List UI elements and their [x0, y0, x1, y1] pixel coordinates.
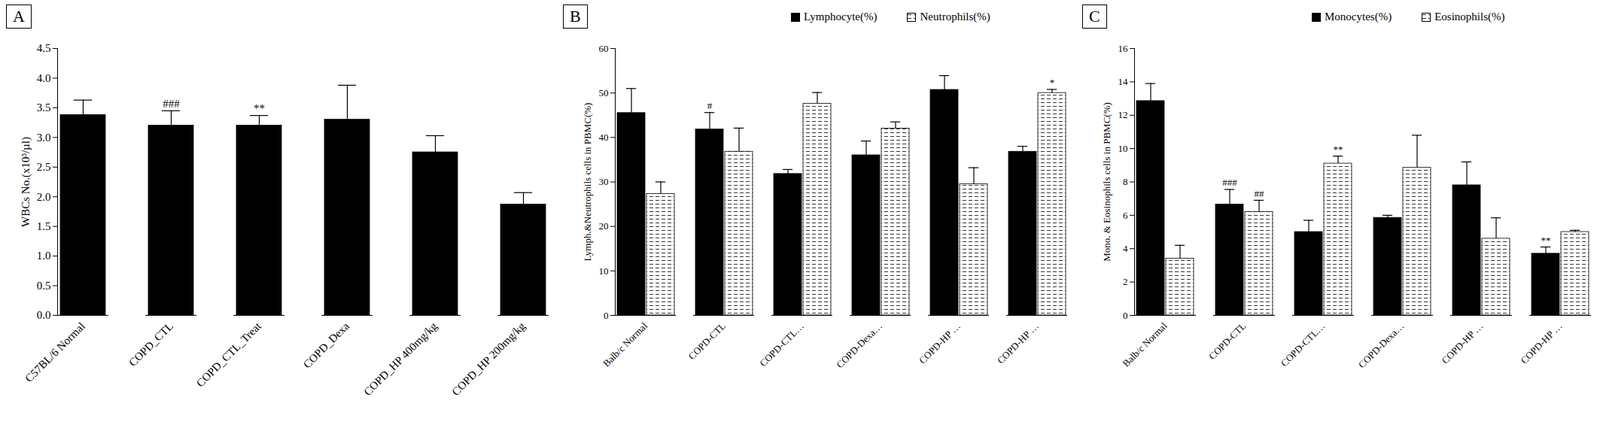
svg-text:6: 6: [1122, 209, 1129, 222]
svg-text:COPD-CTL…: COPD-CTL…: [757, 320, 807, 370]
svg-text:COPD-HP …: COPD-HP …: [916, 320, 963, 367]
svg-text:40: 40: [599, 131, 609, 143]
svg-text:COPD-HP …: COPD-HP …: [1438, 320, 1485, 367]
svg-text:4.0: 4.0: [36, 72, 52, 85]
svg-text:1.0: 1.0: [36, 249, 52, 262]
svg-text:4: 4: [1122, 243, 1129, 255]
svg-text:WBCs No.(x10³/µl): WBCs No.(x10³/µl): [19, 136, 33, 228]
svg-text:10: 10: [1118, 142, 1129, 155]
svg-text:12: 12: [1118, 109, 1129, 121]
svg-text:COPD_Dexa: COPD_Dexa: [301, 319, 353, 372]
svg-text:COPD-Dexa…: COPD-Dexa…: [833, 320, 885, 372]
svg-text:0.5: 0.5: [36, 279, 52, 293]
svg-text:50: 50: [599, 87, 609, 99]
svg-text:1.5: 1.5: [36, 220, 52, 233]
svg-text:Balb/c Normal: Balb/c Normal: [600, 320, 650, 370]
svg-text:14: 14: [1118, 76, 1129, 88]
svg-text:Lymph.&Neutrophils cells in PB: Lymph.&Neutrophils cells in PBMC(%): [581, 103, 594, 262]
svg-text:COPD_CTL: COPD_CTL: [126, 320, 176, 370]
svg-text:COPD-CTL: COPD-CTL: [686, 320, 729, 363]
html-text:A: A: [12, 6, 25, 26]
svg-text:Mono. & Eosinophils cells in P: Mono. & Eosinophils cells in PBMC(%): [1101, 102, 1113, 262]
svg-text:C57BL/6 Normal: C57BL/6 Normal: [22, 320, 88, 386]
svg-text:2: 2: [1122, 276, 1129, 288]
svg-text:**: **: [1541, 234, 1552, 247]
html-text:Lymphocyte(%): Lymphocyte(%): [803, 10, 878, 23]
svg-text:###: ###: [1222, 176, 1238, 189]
html-text:Eosinophils(%): Eosinophils(%): [1434, 10, 1505, 23]
svg-text:8: 8: [1122, 176, 1129, 188]
html-text:C: C: [1088, 6, 1101, 26]
svg-text:20: 20: [599, 220, 609, 232]
svg-text:COPD_CTL_Treat: COPD_CTL_Treat: [194, 319, 265, 390]
svg-text:0.0: 0.0: [36, 309, 52, 322]
svg-text:COPD-Dexa…: COPD-Dexa…: [1356, 320, 1407, 372]
html-text:Neutrophils(%): Neutrophils(%): [920, 10, 991, 23]
html-text:Monocytes(%): Monocytes(%): [1324, 10, 1392, 23]
svg-text:###: ###: [162, 97, 180, 110]
svg-text:10: 10: [599, 264, 609, 277]
svg-text:2.5: 2.5: [36, 161, 52, 174]
svg-text:COPD_HP 200mg/kg: COPD_HP 200mg/kg: [449, 319, 528, 399]
svg-text:**: **: [1333, 143, 1344, 156]
svg-text:3.5: 3.5: [36, 101, 52, 114]
svg-text:COPD-CTL: COPD-CTL: [1206, 320, 1249, 363]
html-text:B: B: [569, 6, 581, 26]
svg-text:#: #: [707, 100, 713, 112]
svg-text:**: **: [253, 102, 265, 115]
svg-text:30: 30: [599, 176, 609, 188]
svg-text:0: 0: [603, 310, 609, 322]
svg-text:3.0: 3.0: [36, 131, 52, 144]
svg-text:##: ##: [1254, 188, 1266, 200]
svg-text:COPD-CTL…: COPD-CTL…: [1278, 320, 1328, 370]
svg-text:COPD-HP …: COPD-HP …: [1517, 320, 1564, 367]
svg-text:0: 0: [1122, 310, 1129, 322]
svg-text:2.0: 2.0: [36, 191, 52, 204]
svg-text:4.5: 4.5: [36, 42, 52, 55]
svg-text:60: 60: [599, 42, 609, 55]
svg-text:Balb/c Normal: Balb/c Normal: [1120, 320, 1170, 370]
svg-text:COPD_HP 400mg/kg: COPD_HP 400mg/kg: [361, 319, 440, 399]
svg-text:16: 16: [1118, 42, 1129, 55]
svg-text:COPD-HP …: COPD-HP …: [994, 320, 1041, 367]
svg-text:*: *: [1049, 76, 1056, 89]
